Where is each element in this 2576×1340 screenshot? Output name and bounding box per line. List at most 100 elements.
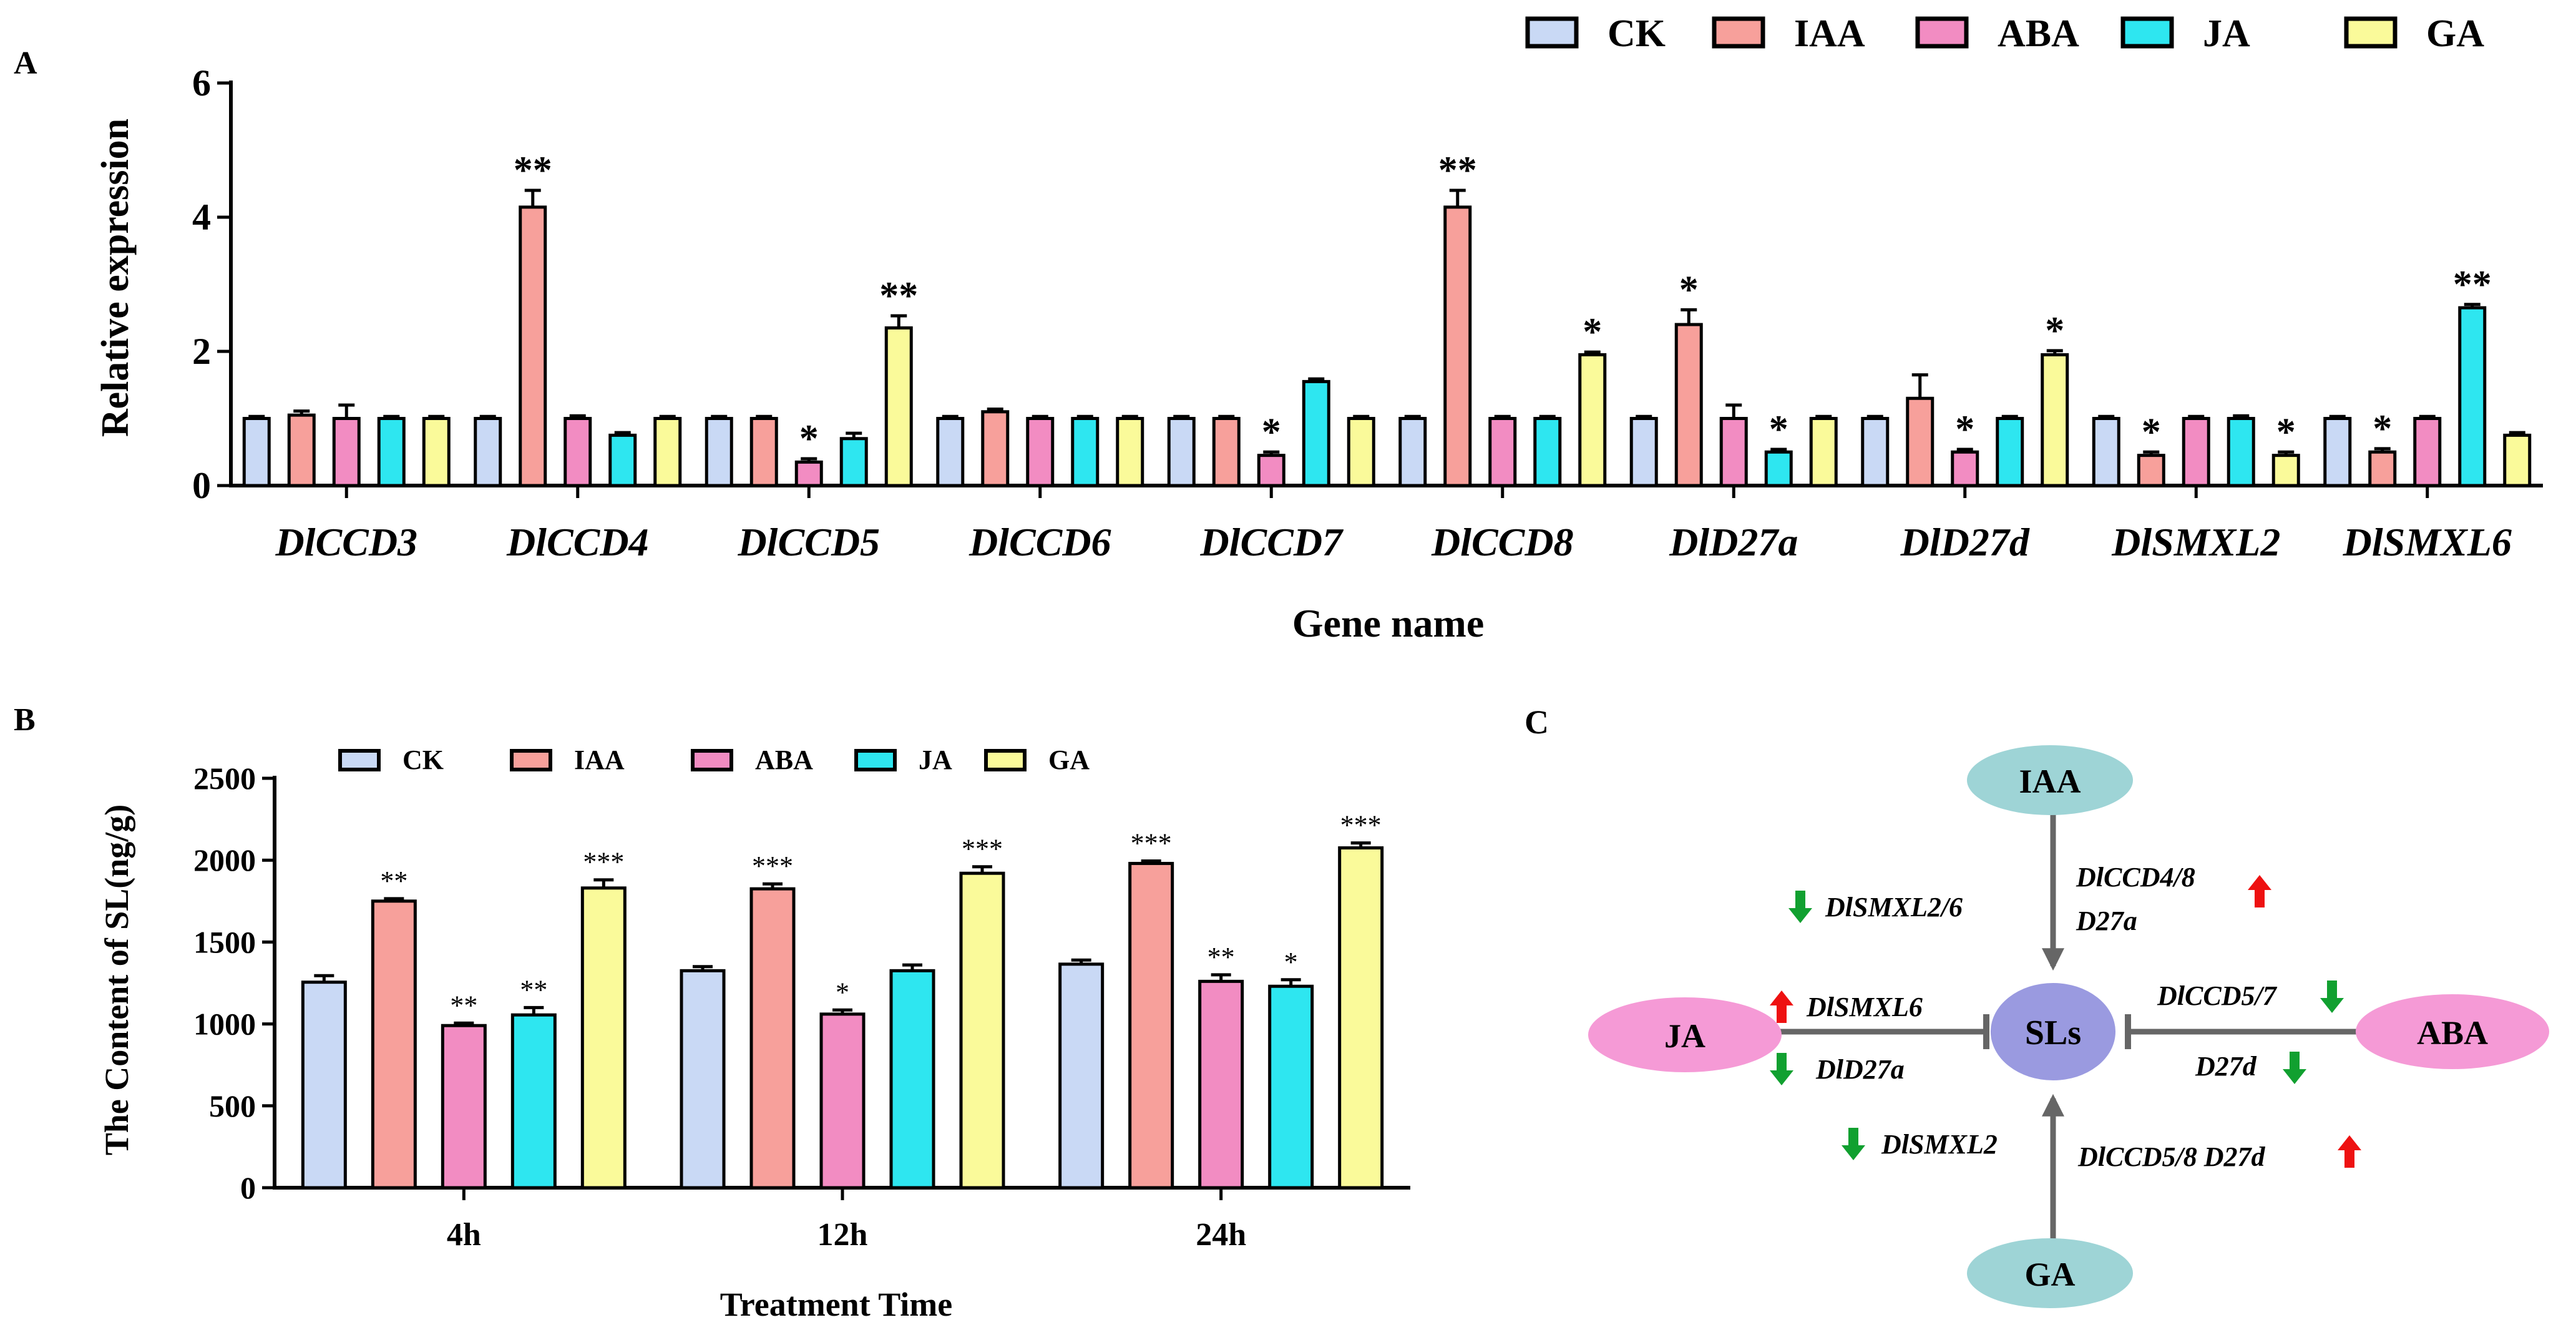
- significance-mark: **: [1208, 942, 1235, 972]
- significance-mark: ***: [583, 847, 624, 878]
- bar: [371, 899, 417, 1190]
- bar: [749, 887, 796, 1190]
- bar: [1488, 417, 1517, 487]
- panel-label-b: B: [14, 702, 36, 738]
- y-tick-label: 4: [192, 197, 211, 238]
- bar: [1861, 417, 1890, 487]
- node-aba-label: ABA: [2417, 1014, 2488, 1052]
- bar: [1302, 379, 1330, 487]
- bar: [580, 886, 627, 1190]
- node-ja: [1588, 997, 1782, 1072]
- legend-label: JA: [2203, 12, 2250, 55]
- bar: [2137, 454, 2165, 487]
- significance-mark: **: [380, 866, 407, 896]
- legend-label: GA: [2426, 12, 2484, 55]
- bar: [819, 1012, 866, 1190]
- bar: [1951, 450, 1979, 487]
- label-dlsmxl6: DlSMXL6: [1806, 992, 1923, 1022]
- bar: [287, 413, 316, 487]
- bar: [474, 417, 502, 487]
- bar: [653, 417, 682, 487]
- bar: [705, 417, 733, 487]
- x-axis-title: Gene name: [1292, 601, 1485, 645]
- bar: [564, 417, 592, 487]
- significance-mark: *: [836, 977, 849, 1007]
- significance-mark: *: [2373, 408, 2392, 450]
- bar: [1533, 417, 1562, 487]
- panel-b: B 0 500 1000 1500 2000 2500 The Content of SL(n…: [14, 702, 1410, 1323]
- significance-mark: *: [799, 418, 819, 460]
- bar: [1167, 417, 1196, 487]
- bar: [936, 417, 965, 487]
- bar: [510, 1013, 557, 1190]
- legend-label: ABA: [1998, 12, 2079, 55]
- arrow-down-icon: [1788, 891, 1812, 923]
- bar: [519, 205, 547, 487]
- significance-mark: *: [1583, 311, 1602, 353]
- y-axis-title: Relative expression: [94, 119, 137, 437]
- significance-mark: *: [1955, 408, 1974, 451]
- significance-mark: *: [1679, 268, 1699, 311]
- bar: [680, 969, 726, 1190]
- bar: [2503, 433, 2532, 487]
- bar: [1116, 417, 1144, 487]
- bar: [794, 460, 823, 487]
- significance-mark: *: [2142, 411, 2161, 453]
- bar: [2227, 417, 2255, 487]
- x-tick-label: DlCCD3: [275, 520, 417, 564]
- x-tick-label: DlCCD8: [1431, 520, 1574, 564]
- bar: [1026, 417, 1055, 487]
- x-tick-label: 24h: [1196, 1217, 1246, 1253]
- legend-swatch: [338, 749, 381, 771]
- y-tick-label: 2500: [193, 761, 256, 796]
- bar: [1257, 454, 1286, 487]
- x-tick-label: DlD27d: [1900, 520, 2030, 564]
- bar: [301, 981, 347, 1190]
- bar: [2368, 450, 2397, 487]
- bar: [1443, 205, 1472, 487]
- legend-swatch: [1915, 16, 1969, 49]
- bar: [839, 437, 868, 487]
- arrow-down-icon: [2283, 1052, 2306, 1084]
- bar: [1268, 984, 1314, 1190]
- legend-label: IAA: [574, 745, 625, 775]
- bar: [608, 433, 637, 487]
- legend-swatch: [854, 749, 897, 771]
- panel-c: C IAA JA ABA GA SLs DlSMXL2/6 DlCCD4/8 D27a DlSMX…: [1525, 703, 2549, 1308]
- bar: [981, 410, 1010, 487]
- significance-mark: **: [879, 275, 918, 317]
- y-axis-title: The Content of SL(ng/g): [98, 804, 135, 1156]
- x-tick-label: DlSMXL6: [2343, 520, 2512, 564]
- bar: [1629, 417, 1658, 487]
- legend-swatch: [1525, 16, 1579, 49]
- bar: [1338, 846, 1384, 1190]
- legend-swatch: [691, 749, 733, 771]
- significance-mark: ***: [752, 851, 793, 881]
- bar: [1906, 396, 1934, 487]
- node-sls-label: SLs: [2025, 1014, 2081, 1052]
- node-iaa: [1967, 745, 2133, 815]
- bar: [1198, 979, 1244, 1190]
- legend-label: IAA: [1794, 12, 1865, 55]
- x-tick-label: DlD27a: [1669, 520, 1798, 564]
- legend-swatch: [984, 749, 1027, 771]
- bar: [1578, 353, 1607, 487]
- arrow-down-icon: [1770, 1053, 1793, 1085]
- arrow-down-icon: [1842, 1128, 1865, 1160]
- significance-mark: **: [2453, 263, 2492, 306]
- bar: [2323, 417, 2352, 487]
- bar: [1128, 861, 1174, 1190]
- bar: [1674, 323, 1703, 487]
- y-tick-label: 1000: [193, 1007, 256, 1042]
- legend-label: GA: [1048, 745, 1090, 775]
- bar: [2182, 417, 2210, 487]
- arrow-up-icon: [2338, 1135, 2361, 1168]
- y-tick-label: 2000: [193, 843, 256, 878]
- bar: [1212, 417, 1241, 487]
- bar: [1996, 417, 2024, 487]
- panel-label-a: A: [14, 46, 37, 81]
- legend-label: JA: [919, 745, 952, 775]
- y-tick-label: 500: [209, 1088, 256, 1123]
- node-iaa-label: IAA: [2019, 763, 2081, 800]
- label-dlccd4-8: DlCCD4/8: [2076, 862, 2195, 893]
